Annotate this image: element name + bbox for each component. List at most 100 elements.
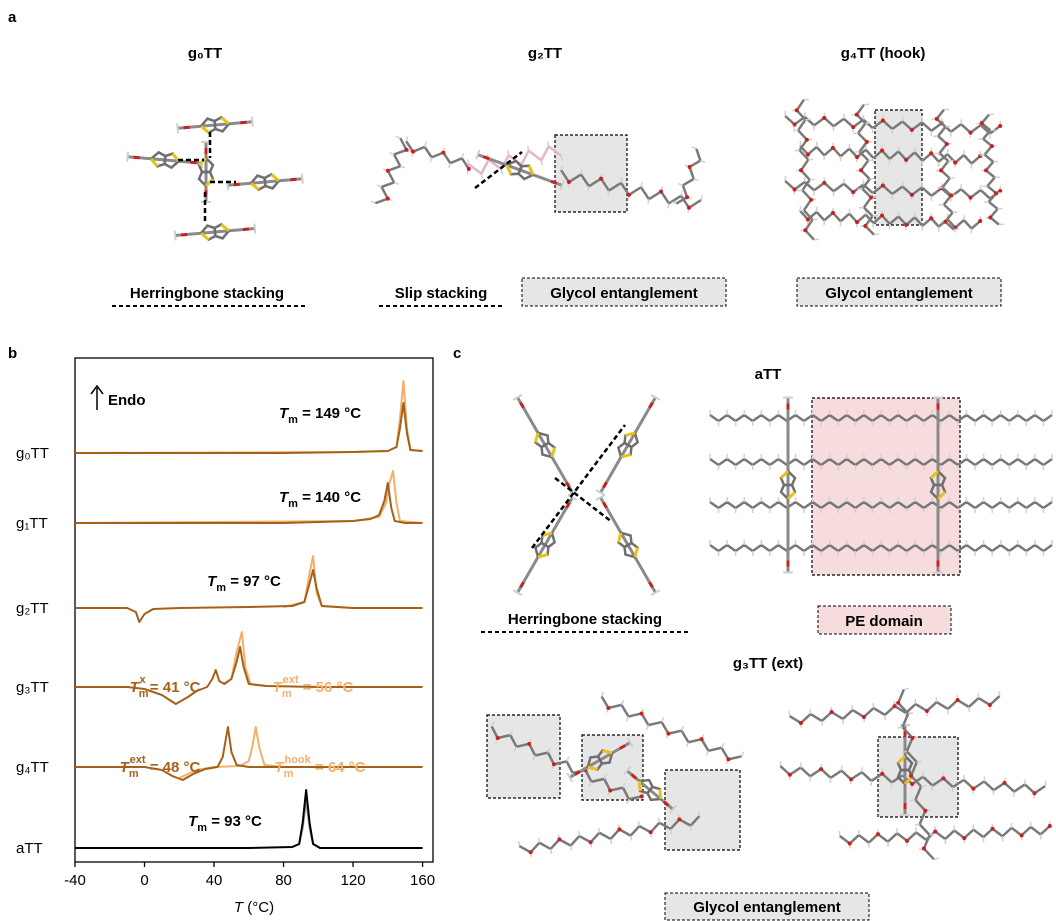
hydrogen [694,179,699,181]
hydrogen [681,191,682,196]
hydrogen [904,688,909,689]
oxygen [851,190,855,194]
oxygen [527,742,531,746]
y-category-label: aTT [16,840,43,857]
molecular-structures [127,99,1052,859]
hydrogen [175,231,176,241]
hydrogen [528,146,529,151]
superscript: ext [130,754,146,766]
x-axis-label: T (°C) [234,899,274,916]
hydrogen [622,700,624,705]
molecule [227,172,303,192]
alkyl-chain [375,138,406,203]
hydrogen [646,725,648,730]
y-category-label: g₀TT [16,445,49,462]
panel-label: c [453,345,461,362]
oxygen [869,196,873,200]
alkyl-chain [790,696,1000,723]
structure-title: g₂TT [528,45,562,62]
melting-annotation: Tm = 97 °C [207,573,281,594]
highlight-box [665,770,740,850]
oxygen [604,503,607,508]
hydrogen [177,123,178,133]
hydrogen [701,195,702,200]
hydrogen [934,858,939,859]
hydrogen [915,824,920,825]
oxygen [923,809,927,813]
hydrogen [700,161,705,163]
oxygen [627,193,631,197]
oxygen [876,832,880,836]
hydrogen [686,742,688,747]
oxygen [904,158,908,162]
entanglement-label: Glycol entanglement [550,285,698,302]
annotation-text: = 140 °C [298,489,361,506]
oxygen [855,155,859,159]
annotation-text: = 93 °C [207,813,262,830]
hydrogen [662,717,664,722]
hydrogen [561,165,562,170]
oxygen [803,228,807,232]
highlight-box [878,737,958,817]
hydrogen [377,185,382,187]
oxygen [831,211,835,215]
dsc-trace [75,483,423,523]
stacking-label: Slip stacking [395,285,488,302]
hydrogen [519,841,520,846]
oxygen [551,181,557,183]
x-tick-label: 40 [206,872,223,889]
molecule [594,394,661,496]
hydrogen [430,157,431,162]
oxygen [552,762,556,766]
hydrogen [930,834,935,835]
oxygen [405,148,409,152]
annotation-text: = 41 °C [146,679,201,696]
oxygen [935,117,939,121]
oxygen [910,193,914,197]
oxygen [849,777,853,781]
oxygen [941,776,945,780]
hydrogen [481,174,482,179]
hydrogen [541,160,542,165]
oxygen [666,732,670,736]
annotation-text: = 97 °C [226,573,281,590]
oxygen [599,177,603,181]
hydrogen [639,821,640,826]
molecule [511,494,578,596]
dsc-trace [223,632,266,686]
figure: a b c g₀TT g₂TT g₄TT (hook) Herringbone … [0,0,1056,921]
oxygen [1020,833,1024,837]
subscript: m [284,768,294,780]
y-category-label: g₄TT [16,759,49,776]
oxygen [243,229,249,230]
oxygen [896,701,900,705]
subscript: m [288,414,298,426]
hydrogen [921,786,926,787]
oxygen [793,122,797,126]
oxygen [851,125,855,129]
oxygen [855,220,859,224]
structure-title: g₀TT [188,45,222,62]
dsc-trace [75,471,423,523]
oxygen [685,195,689,199]
hydrogen [699,811,700,816]
structure-title: aTT [755,366,782,383]
hydrogen [588,186,589,191]
superscript: ext [283,674,299,686]
oxygen [809,198,813,202]
oxygen [467,167,471,171]
subscript: m [216,582,226,594]
y-category-label: g₃TT [16,679,49,696]
oxygen [848,842,852,846]
hydrogen [371,201,376,203]
hydrogen [252,117,253,127]
hydrogen [611,839,612,844]
hydrogen [389,153,394,155]
x-tick-label: 160 [410,872,435,889]
oxygen [945,142,949,146]
oxygen [640,794,644,798]
hydrogen [254,224,255,234]
oxygen [968,196,972,200]
oxygen [980,121,984,125]
hydrogen [608,191,609,196]
